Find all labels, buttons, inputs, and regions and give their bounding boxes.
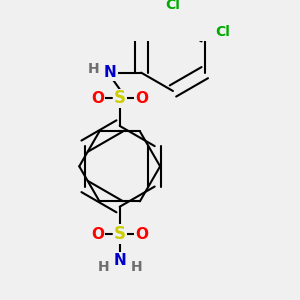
Text: N: N	[113, 253, 126, 268]
Text: O: O	[91, 227, 104, 242]
Text: S: S	[114, 89, 126, 107]
Text: S: S	[114, 225, 126, 243]
Text: Cl: Cl	[166, 0, 180, 12]
Text: H: H	[97, 260, 109, 274]
Text: N: N	[104, 65, 117, 80]
Text: H: H	[130, 260, 142, 274]
Text: Cl: Cl	[216, 25, 231, 39]
Text: H: H	[88, 62, 100, 76]
Text: O: O	[91, 91, 104, 106]
Text: O: O	[135, 91, 148, 106]
Text: O: O	[135, 227, 148, 242]
